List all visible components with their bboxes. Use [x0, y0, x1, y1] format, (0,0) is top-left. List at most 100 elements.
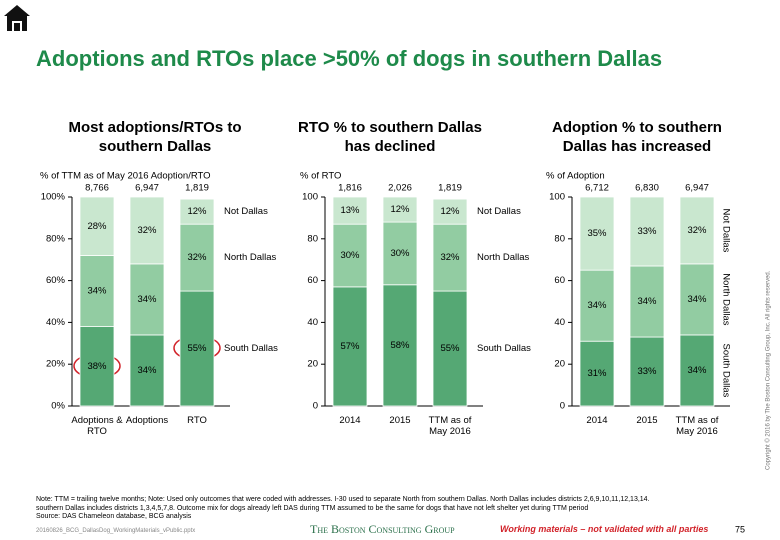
value-label: 34% — [687, 294, 707, 305]
y-tick-label: 100% — [41, 192, 66, 203]
value-label: 34% — [587, 300, 607, 311]
bar-segment — [432, 223, 468, 292]
x-tick-label: 2015 — [389, 415, 411, 426]
y-tick-label: 0% — [51, 401, 65, 412]
x-tick-label: RTO — [187, 415, 207, 426]
total-label: 6,830 — [635, 183, 659, 194]
value-label: 34% — [687, 365, 707, 376]
logo-icon — [4, 5, 30, 31]
y-tick-label: 0 — [313, 401, 318, 412]
y-tick-label: 20 — [307, 359, 318, 370]
value-label: 12% — [440, 206, 460, 217]
value-label: 30% — [340, 250, 360, 261]
legend-label: Not Dallas — [477, 206, 521, 217]
y-tick-label: 0 — [560, 401, 565, 412]
total-label: 1,819 — [185, 183, 209, 194]
notes: Note: TTM = trailing twelve months; Note… — [36, 496, 756, 522]
slide-title: Adoptions and RTOs place >50% of dogs in… — [36, 46, 663, 71]
value-label: 35% — [587, 228, 607, 239]
value-label: 32% — [187, 252, 207, 263]
bar-segment — [432, 198, 468, 225]
warning: Working materials – not validated with a… — [500, 524, 709, 534]
value-label: 55% — [440, 343, 460, 354]
total-label: 2,026 — [388, 183, 412, 194]
bar-segment — [79, 255, 115, 327]
total-label: 6,947 — [135, 183, 159, 194]
bar-segment — [382, 284, 418, 407]
x-tick-label: TTM as of May 2016 — [428, 415, 472, 437]
value-label: 58% — [390, 340, 410, 351]
chart-title: Most adoptions/RTOs to southern Dallas — [68, 119, 242, 155]
y-tick-label: 100 — [302, 192, 318, 203]
y-tick-label: 100 — [549, 192, 565, 203]
value-label: 28% — [87, 221, 107, 232]
value-label: 34% — [137, 365, 157, 376]
y-tick-label: 60% — [46, 275, 66, 286]
y-tick-label: 20 — [554, 359, 565, 370]
bar-segment — [579, 196, 615, 271]
y-tick-label: 80 — [307, 233, 318, 244]
x-tick-label: 2014 — [339, 415, 361, 426]
note-line: Source: DAS Chameleon database, BCG anal… — [36, 513, 192, 520]
bar-segment — [579, 269, 615, 342]
bar-segment — [629, 265, 665, 338]
bar-segment — [129, 263, 165, 336]
y-axis-label: % of Adoption — [546, 171, 605, 182]
y-tick-label: 40 — [554, 317, 565, 328]
legend-label: Not Dallas — [720, 209, 731, 253]
value-label: 55% — [187, 343, 207, 354]
bar-segment — [432, 290, 468, 407]
bar-segment — [332, 286, 368, 407]
x-tick-label: Adoptions & RTO — [71, 415, 123, 437]
y-axis-label: % of TTM as of May 2016 Adoption/RTO — [40, 171, 211, 182]
bar-segment — [679, 334, 715, 407]
total-label: 8,766 — [85, 183, 109, 194]
bar-segment — [382, 221, 418, 286]
note-line: southern Dallas includes districts 1,3,4… — [36, 504, 589, 512]
y-axis-label: % of RTO — [300, 171, 341, 182]
chart-title: Adoption % to southern Dallas has increa… — [552, 119, 722, 155]
value-label: 34% — [137, 294, 157, 305]
bar-segment — [179, 290, 215, 407]
x-tick-label: TTM as of May 2016 — [675, 415, 719, 437]
bar-segment — [332, 196, 368, 225]
value-label: 13% — [340, 205, 360, 216]
bar-segment — [382, 196, 418, 223]
chart-title: RTO % to southern Dallas has declined — [298, 119, 482, 155]
y-tick-label: 20% — [46, 359, 66, 370]
bar-segment — [332, 223, 368, 288]
bar-segment — [629, 196, 665, 267]
value-label: 57% — [340, 341, 360, 352]
value-label: 33% — [637, 366, 657, 377]
y-tick-label: 40 — [307, 317, 318, 328]
value-label: 34% — [637, 296, 657, 307]
value-label: 32% — [687, 225, 707, 236]
value-label: 34% — [87, 286, 107, 297]
total-label: 6,947 — [685, 183, 709, 194]
bcg-logo: The Boston Consulting Group — [310, 522, 455, 536]
bar-segment — [179, 198, 215, 225]
legend-label: North Dallas — [720, 273, 731, 326]
value-label: 38% — [87, 361, 107, 372]
total-label: 1,816 — [338, 183, 362, 194]
y-tick-label: 40% — [46, 317, 66, 328]
bar-segment — [129, 334, 165, 407]
page-number: 75 — [735, 524, 745, 534]
legend-label: South Dallas — [224, 343, 278, 354]
bar-segment — [79, 196, 115, 256]
legend-label: North Dallas — [224, 252, 277, 263]
x-tick-label: 2015 — [636, 415, 658, 426]
note-line: Note: TTM = trailing twelve months; Note… — [36, 496, 650, 503]
bar-segment — [579, 340, 615, 407]
x-tick-label: 2014 — [586, 415, 608, 426]
y-tick-label: 80 — [554, 233, 565, 244]
value-label: 32% — [137, 225, 157, 236]
value-label: 33% — [637, 226, 657, 237]
legend-label: Not Dallas — [224, 206, 268, 217]
legend-label: South Dallas — [477, 343, 531, 354]
y-tick-label: 80% — [46, 233, 66, 244]
file-name: 20160826_BCG_DallasDog_WorkingMaterials_… — [36, 528, 196, 534]
value-label: 30% — [390, 248, 410, 259]
